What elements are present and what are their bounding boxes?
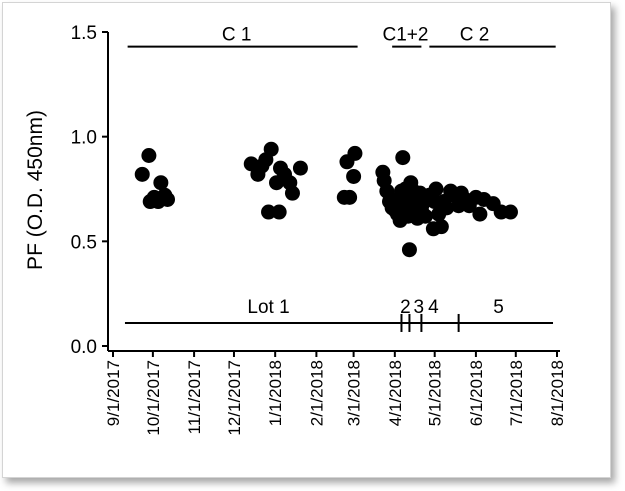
x-tick-label: 5/1/2018 [426, 360, 445, 426]
y-tick-label: 1.5 [71, 23, 97, 44]
data-point [271, 204, 287, 220]
data-point [153, 175, 169, 191]
period-label: C1+2 [382, 25, 428, 46]
lot-label: 3 [413, 297, 424, 318]
annotation-bars: C 1 C1+2 C 2 [127, 25, 556, 48]
data-point [417, 208, 433, 224]
x-tick-label: 6/1/2018 [467, 360, 486, 426]
data-point [342, 189, 358, 205]
x-tick-label: 9/1/2017 [104, 360, 123, 426]
data-points [134, 141, 518, 258]
lot-label: 5 [493, 297, 504, 318]
data-point [433, 219, 449, 235]
x-tick-label: 7/1/2018 [507, 360, 526, 426]
data-point [347, 145, 363, 161]
lot-label: 4 [428, 297, 439, 318]
data-point [401, 242, 417, 258]
y-tick-label: 0.0 [71, 337, 97, 358]
data-point [472, 206, 488, 222]
x-tick-label: 2/1/2018 [307, 360, 326, 426]
x-tick-label: 11/1/2017 [185, 360, 204, 434]
x-tick-label: 10/1/2017 [144, 360, 163, 436]
x-tick-label: 8/1/2018 [548, 360, 567, 426]
lot-label: Lot 1 [247, 297, 289, 318]
x-tick-label: 12/1/2017 [225, 360, 244, 436]
data-point [346, 168, 362, 184]
x-tick-label: 4/1/2018 [386, 360, 405, 426]
data-point [502, 204, 518, 220]
axes: 0.0 0.5 1.0 1.5 9/1/2017 10/1/2017 11/1/2017 12… [71, 23, 567, 436]
data-point [428, 181, 444, 197]
data-point [160, 191, 176, 207]
x-tick-label: 1/1/2018 [266, 360, 285, 426]
data-point [284, 185, 300, 201]
y-tick-label: 0.5 [71, 232, 97, 253]
y-axis-label: PF (O.D. 450nm) [24, 110, 47, 270]
y-tick-label: 1.0 [71, 128, 97, 149]
chart-frame [2, 2, 611, 478]
data-point [395, 150, 411, 166]
lot-label: 2 [400, 297, 411, 318]
data-point [134, 166, 150, 182]
data-point [439, 200, 455, 216]
data-point [263, 141, 279, 157]
period-label: C 2 [460, 25, 490, 46]
x-tick-label: 3/1/2018 [345, 360, 364, 426]
data-point [141, 148, 157, 164]
period-label: C 1 [222, 25, 252, 46]
data-point [292, 160, 308, 176]
data-point [261, 204, 277, 220]
